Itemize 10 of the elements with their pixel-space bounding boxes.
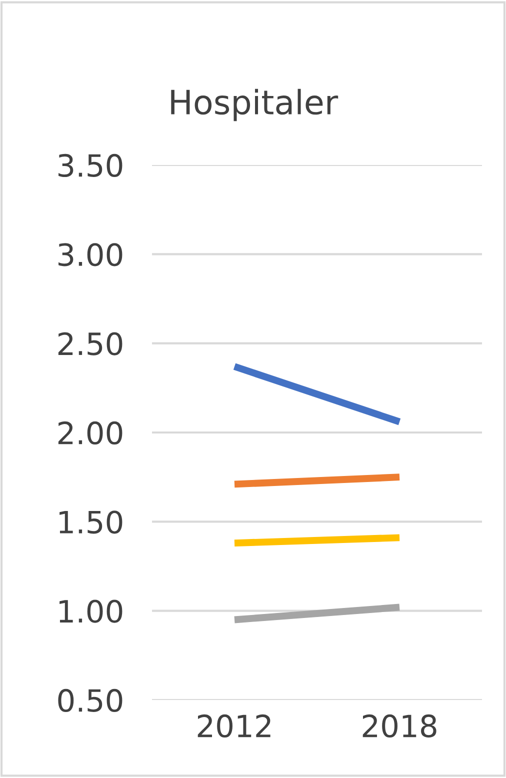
y-tick-label: 0.50 [58, 688, 122, 712]
x-tick-label: 2012 [198, 714, 270, 738]
y-tick-label: 3.50 [58, 154, 122, 178]
y-tick-label: 2.00 [58, 421, 122, 445]
chart-title: Hospitaler [171, 88, 338, 122]
y-tick-label: 1.50 [60, 510, 122, 534]
y-tick-label: 2.50 [58, 332, 122, 356]
y-tick-label: 3.00 [58, 243, 122, 266]
y-tick-label: 1.00 [60, 600, 122, 623]
x-tick-label: 2018 [362, 714, 436, 738]
